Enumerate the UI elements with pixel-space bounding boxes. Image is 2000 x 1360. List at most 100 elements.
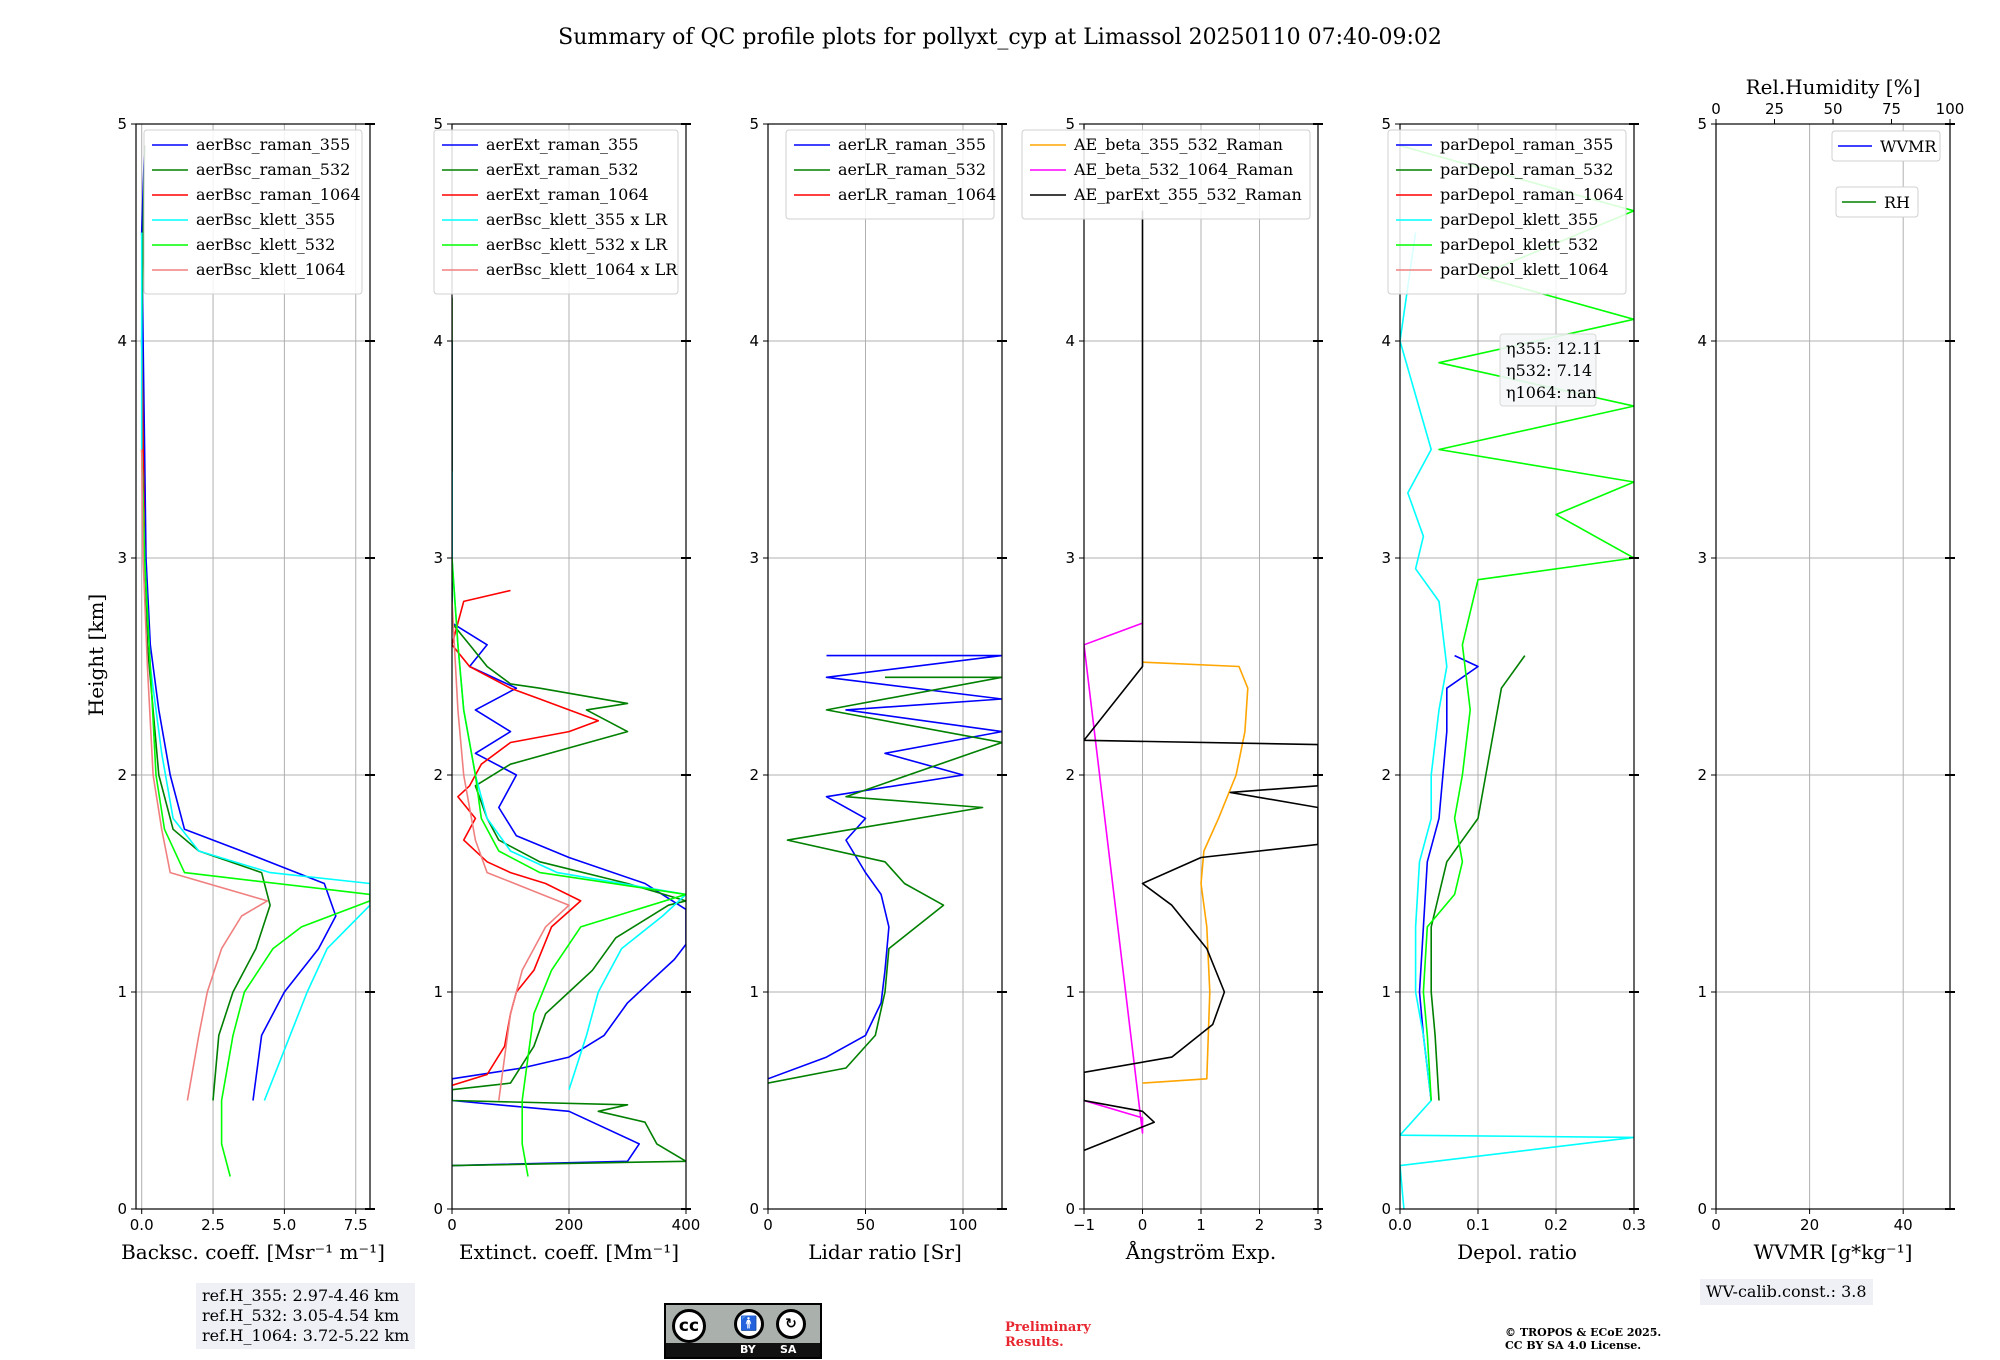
series-line-aerExt_raman_532	[452, 297, 686, 1167]
y-tick-label: 5	[117, 115, 127, 133]
ref-height-1064: ref.H_1064: 3.72-5.22 km	[202, 1326, 410, 1345]
legend-label: parDepol_raman_532	[1440, 160, 1613, 179]
x-tick-label: 200	[555, 1216, 584, 1234]
x-tick-label: 0.2	[1544, 1216, 1568, 1234]
license-bar: BY SA	[666, 1343, 820, 1357]
legend-box	[1835, 186, 1919, 218]
series-group	[1084, 210, 1318, 1152]
y-tick-label: 2	[433, 766, 443, 784]
series-line-aerBsc_raman_355	[140, 145, 337, 1101]
y-tick-label: 3	[749, 549, 759, 567]
license-sa-label: SA	[780, 1343, 797, 1356]
legend-box	[785, 129, 995, 220]
legend-label: aerBsc_klett_355	[196, 210, 335, 229]
series-line-parDepol_raman_532	[1430, 655, 1526, 1101]
y-tick-label: 2	[749, 766, 759, 784]
x-axis-label: Extinct. coeff. [Mm⁻¹]	[459, 1240, 679, 1264]
y-tick-label: 0	[1381, 1200, 1391, 1218]
legend-label: parDepol_klett_355	[1440, 210, 1598, 229]
legend-label: aerExt_raman_355	[486, 135, 639, 154]
panel-lidar_ratio: 0 50 100 0 1 2 3 4 5 Lidar ratio [Sr] aerLR_raman_…	[749, 115, 1007, 1264]
legend-label: parDepol_klett_532	[1440, 235, 1598, 254]
y-tick-label: 5	[1065, 115, 1075, 133]
x-tick-label: 0.0	[1388, 1216, 1412, 1234]
series-line-aerExt_raman_1064	[452, 589, 600, 1087]
legend-box	[1387, 129, 1627, 295]
legend-label: aerBsc_klett_355 x LR	[486, 210, 668, 229]
legend-label: parDepol_raman_355	[1440, 135, 1613, 154]
y-tick-label: 1	[1697, 983, 1707, 1001]
top-x-tick-label: 0	[1711, 100, 1721, 118]
series-group	[140, 145, 370, 1177]
top-x-axis-label: Rel.Humidity [%]	[1746, 75, 1921, 99]
series-line-aerBsc_klett_532 x LR	[452, 557, 686, 1177]
legend-label: AE_parExt_355_532_Raman	[1073, 185, 1302, 204]
x-tick-label: −1	[1073, 1216, 1095, 1234]
y-tick-label: 3	[1381, 549, 1391, 567]
axes-frame	[1715, 123, 1951, 1210]
panel-backscatter: 0.0 2.5 5.0 7.5 0 1 2 3 4 5 Backsc. coeff. [Msr⁻¹ …	[117, 115, 384, 1264]
x-tick-label: 0.0	[130, 1216, 154, 1234]
legend-label: aerLR_raman_355	[838, 135, 986, 154]
y-tick-label: 3	[433, 549, 443, 567]
x-tick-label: 0	[447, 1216, 457, 1234]
series-line-aerLR_raman_355	[768, 654, 1002, 1080]
copyright-line-1: © TROPOS & ECoE 2025.	[1505, 1326, 1662, 1339]
axes-frame	[135, 123, 371, 1210]
series-line-AE_beta_355_532_Raman	[1142, 661, 1249, 1084]
license-by-label: BY	[740, 1343, 756, 1356]
y-tick-label: 3	[1065, 549, 1075, 567]
top-x-tick-label: 100	[1936, 100, 1965, 118]
figure-title: Summary of QC profile plots for pollyxt_…	[558, 25, 1442, 50]
x-tick-label: 20	[1800, 1216, 1819, 1234]
axes-frame	[767, 123, 1003, 1210]
x-axis-label: Depol. ratio	[1457, 1240, 1577, 1264]
legend-label: AE_beta_532_1064_Raman	[1073, 160, 1293, 179]
legend-label: aerBsc_raman_532	[196, 160, 350, 179]
eta-annotation: η355: 12.11 η532: 7.14 η1064: nan	[1499, 333, 1602, 407]
legend-label: aerExt_raman_532	[486, 160, 639, 179]
eta-label: η1064: nan	[1506, 383, 1597, 402]
x-axis-label: Lidar ratio [Sr]	[808, 1240, 962, 1264]
series-group	[452, 297, 686, 1177]
x-tick-label: 1	[1196, 1216, 1206, 1234]
legend-label: parDepol_raman_1064	[1440, 185, 1624, 204]
panel-extinction: 0 200 400 0 1 2 3 4 5 Extinct. coeff. [Mm⁻¹] aerEx…	[433, 115, 700, 1264]
series-line-AE_beta_532_1064_Raman	[1084, 622, 1144, 1134]
copyright-line-2: CC BY SA 4.0 License.	[1505, 1339, 1642, 1352]
y-tick-label: 4	[1065, 332, 1075, 350]
series-line-parDepol_raman_355	[1418, 654, 1479, 1101]
wv-calibration-box: WV-calib.const.: 3.8	[1700, 1279, 1873, 1305]
y-tick-label: 4	[749, 332, 759, 350]
x-axis-label: Ångström Exp.	[1125, 1239, 1276, 1264]
cc-by-sa-license-badge: cc 🚹 ↻ BY SA	[664, 1303, 822, 1359]
x-tick-label: 50	[856, 1216, 875, 1234]
series-group	[768, 654, 1002, 1084]
y-tick-label: 5	[1381, 115, 1391, 133]
y-tick-label: 0	[1065, 1200, 1075, 1218]
y-tick-label: 0	[749, 1200, 759, 1218]
x-tick-label: 400	[672, 1216, 701, 1234]
preliminary-line-2: Results.	[1005, 1335, 1064, 1350]
panel-depolarization: 0.0 0.1 0.2 0.3 0 1 2 3 4 5 Depol. ratio parDepol_r…	[1381, 115, 1645, 1264]
legend-label: aerExt_raman_1064	[486, 185, 649, 204]
legend-label: aerBsc_klett_1064 x LR	[486, 260, 678, 279]
attribution-icon: 🚹	[734, 1309, 764, 1339]
eta-label: η532: 7.14	[1506, 361, 1592, 380]
ref-height-355: ref.H_355: 2.97-4.46 km	[202, 1286, 400, 1305]
x-tick-label: 3	[1313, 1216, 1323, 1234]
series-line-aerBsc_klett_355	[140, 232, 370, 1101]
preliminary-line-1: Preliminary	[1005, 1320, 1091, 1335]
x-tick-label: 0	[1138, 1216, 1148, 1234]
y-tick-label: 3	[117, 549, 127, 567]
ref-height-532: ref.H_532: 3.05-4.54 km	[202, 1306, 400, 1325]
x-tick-label: 0.3	[1622, 1216, 1646, 1234]
x-tick-label: 2.5	[201, 1216, 225, 1234]
legend-label: parDepol_klett_1064	[1440, 260, 1609, 279]
y-tick-label: 3	[1697, 549, 1707, 567]
x-axis-label: Backsc. coeff. [Msr⁻¹ m⁻¹]	[121, 1240, 385, 1264]
legend-label: RH	[1884, 193, 1910, 212]
y-tick-label: 2	[117, 766, 127, 784]
y-tick-label: 0	[1697, 1200, 1707, 1218]
